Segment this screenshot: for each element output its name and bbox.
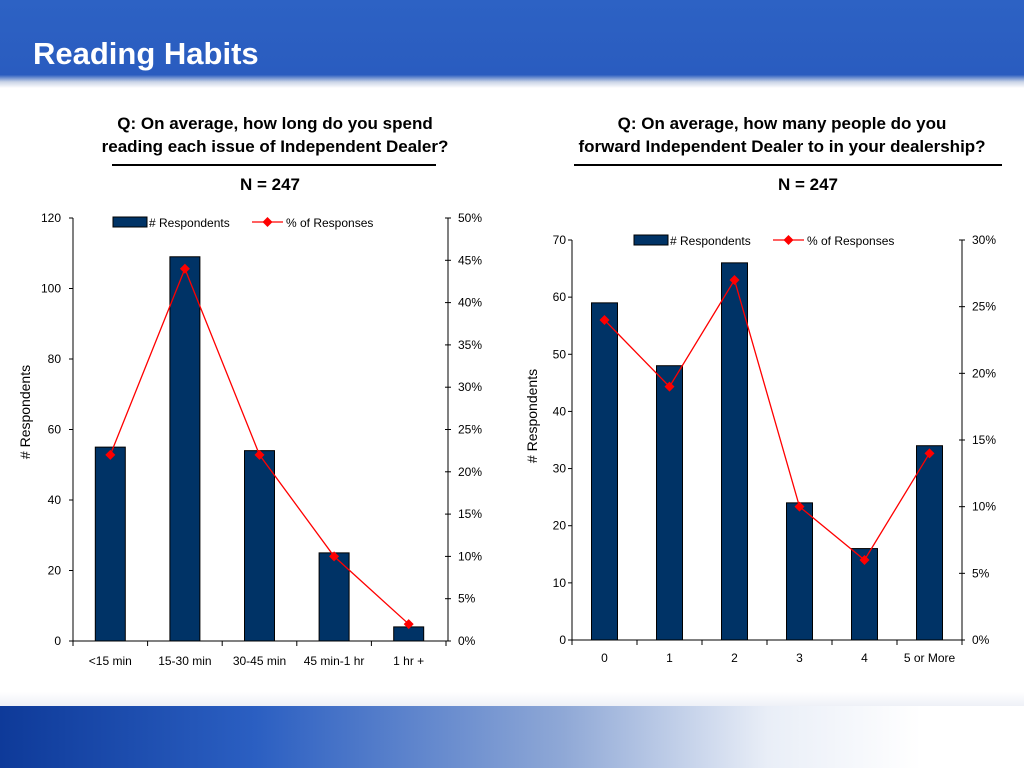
bar <box>318 552 350 642</box>
chart2-plot: 0 10 20 30 40 50 60 70 0% 5% 10% 15% 20% 25% 30% 0 1 2 3 4 5… <box>524 233 996 665</box>
category-label: 2 <box>731 651 738 665</box>
left-tick-label: 40 <box>553 404 567 418</box>
right-tick-label: 40% <box>458 296 482 310</box>
left-tick-label: 0 <box>54 634 61 648</box>
right-tick-label: 20% <box>458 465 482 479</box>
bar <box>916 445 943 641</box>
right-tick-label: 20% <box>972 366 996 380</box>
category-label: 1 <box>666 651 673 665</box>
legend-bar-label: # Respondents <box>670 234 751 248</box>
legend-bar-swatch <box>112 216 148 228</box>
percent-marker <box>105 449 116 460</box>
category-label: 15-30 min <box>158 654 211 668</box>
chart2-n-count: N = 247 <box>777 175 838 194</box>
category-label: 4 <box>861 651 868 665</box>
left-tick-label: 30 <box>553 462 567 476</box>
chart1-question-line2: reading each issue of Independent Dealer… <box>101 137 449 156</box>
left-tick-label: 0 <box>559 633 566 647</box>
right-tick-label: 30% <box>972 233 996 247</box>
left-tick-label: 100 <box>41 282 61 296</box>
bar <box>244 450 275 642</box>
footer-fade <box>0 692 1024 706</box>
footer-band <box>0 706 1024 768</box>
right-tick-label: 5% <box>972 566 990 580</box>
left-tick-label: 20 <box>553 519 567 533</box>
category-label: 0 <box>601 651 608 665</box>
legend-line-marker <box>262 217 273 227</box>
left-tick-label: 70 <box>553 233 567 247</box>
percent-marker <box>794 501 805 512</box>
percent-marker <box>599 315 610 325</box>
right-tick-label: 25% <box>458 423 482 437</box>
slide-title: Reading Habits <box>33 36 259 71</box>
bar <box>786 502 813 641</box>
bar <box>656 365 683 641</box>
chart2-rule <box>574 164 1002 166</box>
right-tick-label: 10% <box>972 500 996 514</box>
category-label: 45 min-1 hr <box>304 654 365 668</box>
percent-line <box>604 278 931 561</box>
right-tick-label: 10% <box>458 549 482 563</box>
percent-marker <box>664 381 675 392</box>
category-label: <15 min <box>89 654 132 668</box>
percent-marker <box>859 555 870 565</box>
right-tick-label: 45% <box>458 253 482 267</box>
bar <box>591 302 618 641</box>
left-tick-label: 120 <box>41 211 61 225</box>
left-tick-label: 50 <box>553 347 567 361</box>
left-tick-label: 20 <box>48 564 62 578</box>
percent-marker <box>729 275 740 285</box>
category-label: 5 or More <box>904 651 956 665</box>
bar <box>169 256 201 642</box>
legend-line-label: % of Responses <box>807 234 894 248</box>
chart1-n-count: N = 247 <box>239 175 300 194</box>
chart2-question-line1: Q: On average, how many people do you <box>617 114 947 133</box>
legend-bar-swatch <box>633 234 669 246</box>
legend-line-label: % of Responses <box>286 216 373 230</box>
left-tick-label: 60 <box>553 290 567 304</box>
percent-marker <box>924 448 935 459</box>
category-label: 30-45 min <box>233 654 286 668</box>
chart1-question: Q: On average, how long do you spend rea… <box>40 112 510 158</box>
chart1-question-line1: Q: On average, how long do you spend <box>117 114 433 133</box>
right-tick-label: 0% <box>972 633 990 647</box>
left-tick-label: 10 <box>553 576 567 590</box>
legend-bar-label: # Respondents <box>149 216 230 230</box>
chart2-question-line2: forward Independent Dealer to in your de… <box>578 137 986 156</box>
chart1-rule <box>112 164 436 166</box>
chart2-question: Q: On average, how many people do you fo… <box>540 112 1024 158</box>
right-tick-label: 35% <box>458 338 482 352</box>
right-tick-label: 25% <box>972 300 996 314</box>
left-tick-label: 40 <box>48 493 62 507</box>
chart1-plot: 0 20 40 60 80 100 120 0% 5% 10% 15% 20% 25% 30% 35% 40%… <box>17 211 482 668</box>
right-tick-label: 30% <box>458 380 482 394</box>
y-axis-title: # Respondents <box>524 369 540 463</box>
bar <box>721 262 748 641</box>
percent-marker <box>403 619 414 630</box>
percent-marker <box>329 551 340 562</box>
legend-line-marker <box>783 235 794 245</box>
percent-marker <box>179 263 190 274</box>
right-tick-label: 15% <box>458 507 482 521</box>
right-tick-label: 50% <box>458 211 482 225</box>
title-bar <box>0 0 1024 88</box>
left-tick-label: 60 <box>48 423 62 437</box>
bar <box>94 446 126 642</box>
y-axis-title: # Respondents <box>17 365 33 459</box>
right-tick-label: 0% <box>458 634 476 648</box>
category-label: 1 hr + <box>393 654 424 668</box>
category-label: 3 <box>796 651 803 665</box>
right-tick-label: 15% <box>972 433 996 447</box>
right-tick-label: 5% <box>458 592 476 606</box>
percent-marker <box>254 449 265 460</box>
left-tick-label: 80 <box>48 352 62 366</box>
